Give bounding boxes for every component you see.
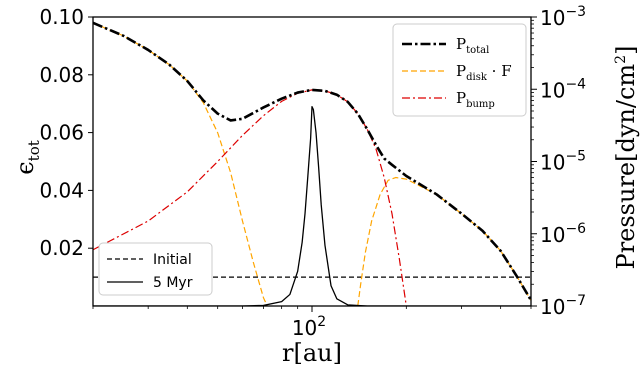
legend-right-label-bump: Pbump [456, 89, 495, 110]
left-tick-label: 0.04 [39, 178, 84, 202]
left-tick-label: 0.08 [39, 63, 84, 87]
series-total [93, 21, 531, 301]
right-tick-mantissa: 10 [540, 223, 565, 247]
right-tick-exponent: −6 [565, 221, 586, 237]
legend-left: Initial 5 Myr [98, 242, 213, 296]
right-tick-exponent: −3 [565, 4, 586, 20]
right-axis-label-main: Pressure[dyn/cm [612, 64, 640, 270]
series-disk-seg-2 [357, 176, 531, 306]
left-axis-label-sub: tot [25, 140, 43, 161]
left-axis-label-main: ϵ [11, 161, 39, 174]
x-tick-mantissa: 10 [292, 316, 317, 340]
right-tick-label: 10−7 [540, 293, 586, 319]
legend-right-label-sub: total [466, 45, 489, 56]
right-tick-mantissa: 10 [540, 295, 565, 319]
legend-left-label-myr5: 5 Myr [153, 275, 193, 291]
legend-right-label-main: P [456, 35, 466, 53]
legend-left-label-initial: Initial [153, 252, 192, 268]
series-myr5 [93, 105, 531, 306]
left-axis-label: ϵtot [11, 140, 43, 175]
legend-right-label-main: P [456, 89, 466, 107]
left-tick-label: 0.02 [39, 236, 84, 260]
left-tick-label: 0.06 [39, 121, 84, 145]
right-tick-label: 10−3 [540, 4, 586, 30]
x-axis-label: r[au] [282, 339, 342, 367]
right-tick-exponent: −7 [565, 293, 586, 309]
legend-right-label-tail: · F [487, 62, 512, 80]
right-tick-mantissa: 10 [540, 6, 565, 30]
right-tick-mantissa: 10 [540, 78, 565, 102]
right-tick-label: 10−4 [540, 76, 586, 102]
right-tick-mantissa: 10 [540, 151, 565, 175]
left-tick-label: 0.10 [39, 5, 84, 29]
legend-right-label-total: Ptotal [456, 35, 489, 56]
right-tick-label: 10−6 [540, 221, 586, 247]
legend-right-label-disk: Pdisk · F [456, 62, 512, 83]
legend-right-label-sub: bump [466, 99, 495, 110]
legend-right-box [392, 23, 527, 117]
right-axis-label: Pressure[dyn/cm2] [612, 46, 640, 270]
x-tick-exponent: 2 [317, 314, 326, 330]
right-tick-label: 10−5 [540, 149, 586, 175]
right-axis-label-end: ] [612, 46, 640, 55]
right-tick-exponent: −5 [565, 149, 586, 165]
right-axis-label-sup: 2 [613, 55, 629, 64]
right-tick-exponent: −4 [565, 76, 586, 92]
x-tick-label: 102 [292, 314, 326, 340]
legend-right-label-main: P [456, 62, 466, 80]
legend-right-label-sub: disk [466, 72, 488, 83]
